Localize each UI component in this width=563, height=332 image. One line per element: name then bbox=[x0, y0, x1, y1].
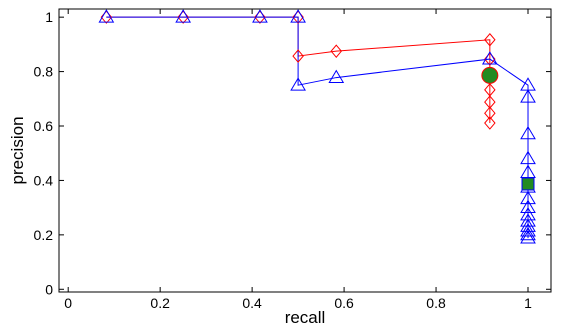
data-point-triangle bbox=[175, 9, 192, 23]
x-tick-label: 0.8 bbox=[426, 295, 446, 311]
data-point-diamond bbox=[484, 106, 496, 120]
data-point-triangle bbox=[520, 190, 536, 205]
data-point-triangle bbox=[520, 230, 536, 244]
data-point-diamond bbox=[292, 49, 304, 63]
data-point-triangle bbox=[520, 226, 536, 241]
y-axis-ticks: 0 0.2 0.4 0.6 0.8 1 bbox=[34, 9, 551, 297]
data-point-triangle bbox=[252, 9, 268, 23]
y-tick-label: 0.2 bbox=[34, 227, 54, 243]
plot-area-frame bbox=[58, 8, 552, 293]
data-point-triangle bbox=[520, 199, 536, 214]
series-lines bbox=[106, 16, 529, 239]
y-tick-label: 0.6 bbox=[34, 118, 54, 134]
data-point-triangle bbox=[98, 9, 115, 23]
data-point-triangle bbox=[520, 125, 536, 140]
highlight-circle bbox=[481, 66, 499, 84]
x-tick-label: 0.6 bbox=[334, 295, 354, 311]
y-tick-label: 0.4 bbox=[34, 172, 54, 188]
data-point-triangle bbox=[290, 9, 306, 23]
data-point-triangle bbox=[520, 164, 536, 178]
y-tick-label: 0.8 bbox=[34, 64, 54, 80]
data-point-triangle bbox=[520, 89, 536, 103]
x-axis-ticks: 0 0.2 0.4 0.6 0.8 1 bbox=[64, 9, 532, 311]
data-point-triangle bbox=[520, 223, 536, 237]
x-tick-label: 0.4 bbox=[242, 295, 262, 311]
data-point-diamond bbox=[330, 44, 343, 58]
y-axis-label: precision bbox=[8, 116, 27, 184]
highlight-markers bbox=[481, 66, 535, 191]
data-point-diamond bbox=[484, 116, 496, 130]
x-tick-label: 0.2 bbox=[150, 295, 170, 311]
data-point-triangle bbox=[520, 213, 536, 227]
y-tick-label: 0 bbox=[45, 281, 53, 297]
x-tick-label: 0 bbox=[64, 295, 72, 311]
series-markers bbox=[98, 9, 536, 244]
data-point-diamond bbox=[484, 32, 496, 47]
x-tick-label: 1 bbox=[524, 295, 532, 311]
data-point-diamond bbox=[484, 95, 496, 109]
data-point-triangle bbox=[481, 51, 498, 65]
data-point-triangle bbox=[520, 150, 536, 165]
series-line-1 bbox=[106, 16, 529, 239]
highlight-square bbox=[521, 177, 535, 191]
data-point-triangle bbox=[290, 77, 306, 91]
x-axis-label: recall bbox=[285, 308, 326, 327]
data-point-triangle bbox=[328, 69, 345, 83]
y-tick-label: 1 bbox=[45, 9, 53, 25]
